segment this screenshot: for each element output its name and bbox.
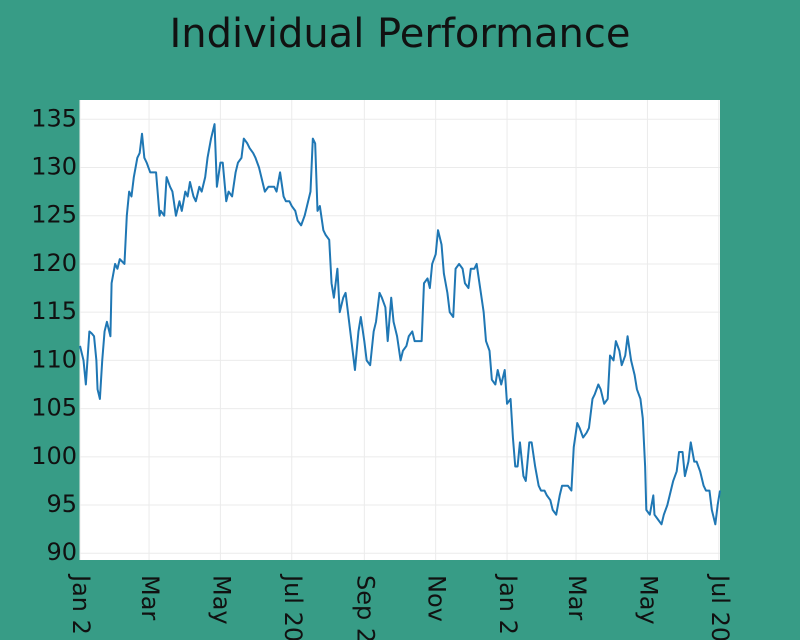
x-tick-label: Jan 2 [67,573,95,635]
y-tick-label: 100 [31,442,77,470]
x-tick-label: Sep 2 [351,575,379,640]
y-tick-label: 125 [31,201,77,229]
x-tick-label: Jul 20 [279,573,307,640]
x-tick-label: May [207,575,235,625]
x-tick-label: Jul 20 [706,573,734,640]
plot-area [80,100,720,560]
x-tick-label: Nov [423,575,451,622]
y-tick-label: 120 [31,249,77,277]
y-tick-label: 135 [31,104,77,132]
x-tick-label: May [634,575,662,625]
x-tick-label: Mar [136,575,164,620]
y-tick-label: 90 [46,538,77,566]
chart-title: Individual Performance [170,11,631,57]
y-tick-label: 105 [31,394,77,422]
y-tick-label: 95 [46,490,77,518]
y-tick-label: 130 [31,153,77,181]
y-tick-label: 110 [31,345,77,373]
x-tick-label: Jan 2 [494,573,522,635]
line [79,123,721,526]
y-tick-label: 115 [31,297,77,325]
x-tick-label: Mar [563,575,591,620]
